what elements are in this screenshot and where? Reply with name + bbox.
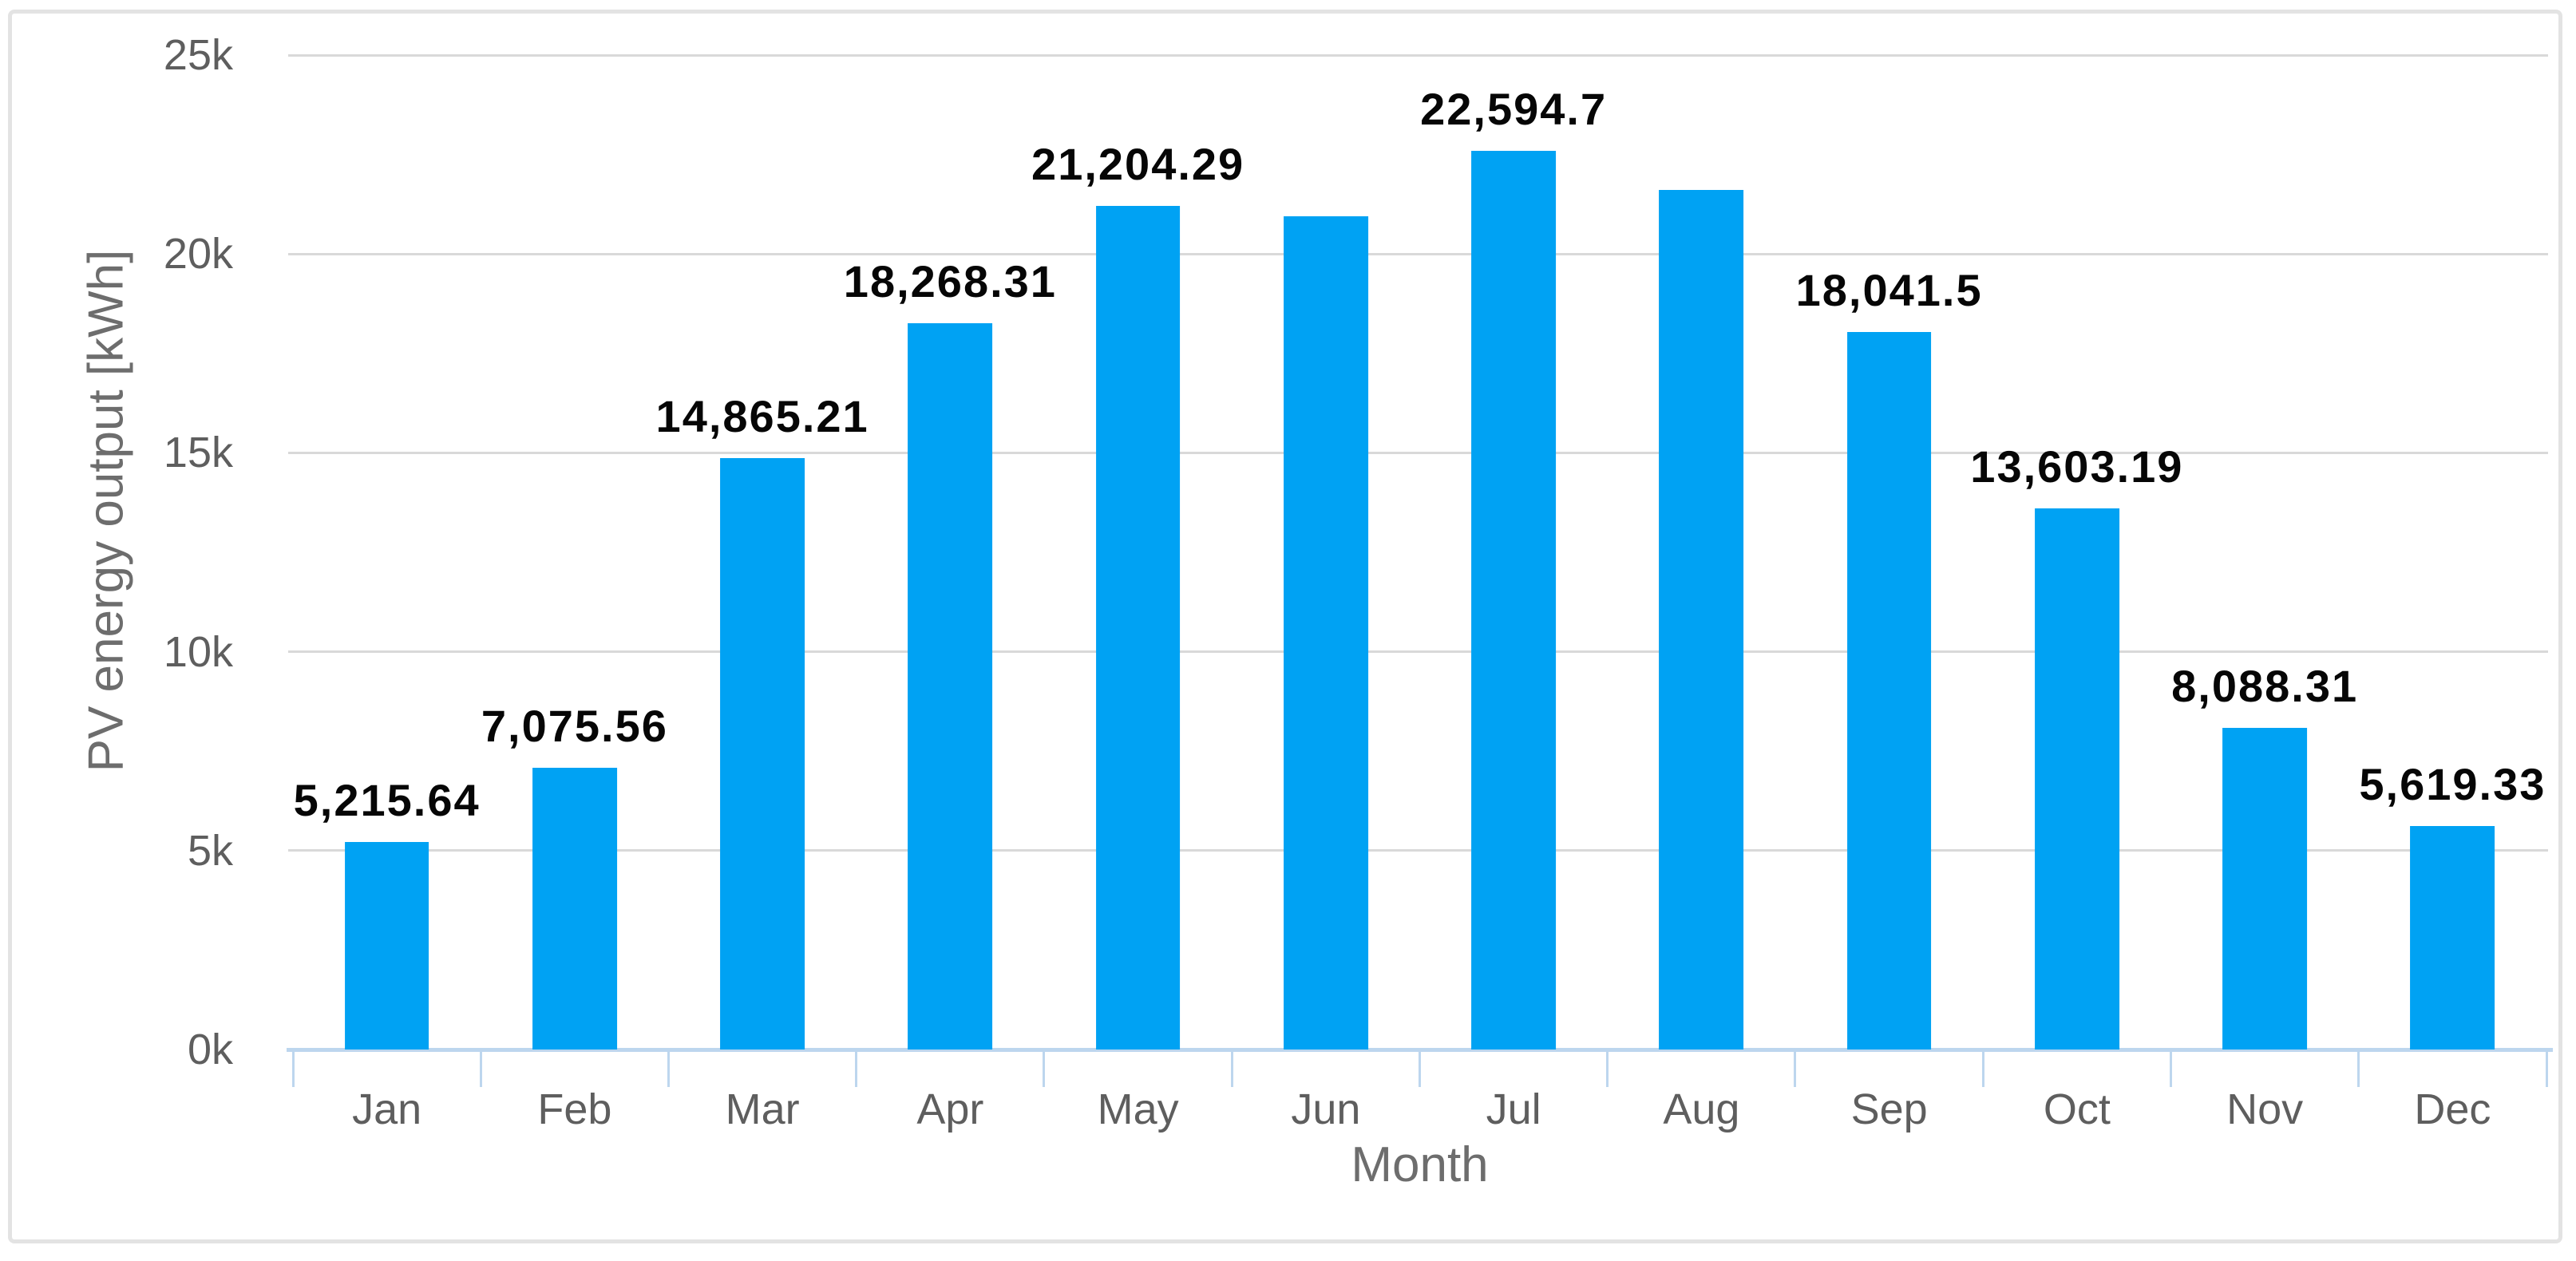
x-tick-label-apr: Apr bbox=[916, 1085, 984, 1133]
x-axis-tick bbox=[2545, 1052, 2548, 1087]
gridline-20k bbox=[288, 252, 2548, 255]
category-slot-apr: 18,268.31 Apr bbox=[844, 55, 1055, 1133]
x-tick-label-nov: Nov bbox=[2226, 1085, 2304, 1133]
bar-sep[interactable] bbox=[1846, 331, 1932, 1050]
x-axis-tick bbox=[1606, 1052, 1609, 1087]
x-axis-tick bbox=[1043, 1052, 1046, 1087]
category-slot-jun: Jun bbox=[1232, 55, 1419, 1133]
bar-jul[interactable] bbox=[1471, 150, 1557, 1050]
x-tick-label-jun: Jun bbox=[1291, 1085, 1361, 1133]
x-tick-label-aug: Aug bbox=[1663, 1085, 1740, 1133]
bar-value-label-may: 21,204.29 bbox=[1031, 139, 1245, 190]
bar-apr[interactable] bbox=[908, 322, 993, 1050]
bar-jan[interactable] bbox=[344, 842, 429, 1050]
gridline-10k bbox=[288, 650, 2548, 654]
x-axis-tick bbox=[1419, 1052, 1421, 1087]
bar-mar[interactable] bbox=[720, 458, 805, 1050]
bar-value-label-jul: 22,594.7 bbox=[1420, 83, 1608, 134]
x-axis-line bbox=[287, 1048, 2553, 1052]
y-tick-label-5k: 5k bbox=[187, 826, 233, 875]
bar-oct[interactable] bbox=[2034, 508, 2119, 1050]
bar-value-label-jan: 5,215.64 bbox=[293, 775, 481, 826]
y-tick-label-15k: 15k bbox=[163, 429, 233, 477]
x-tick-label-jul: Jul bbox=[1486, 1085, 1541, 1133]
category-slot-nov: 8,088.31 Nov bbox=[2171, 55, 2359, 1133]
x-tick-label-mar: Mar bbox=[725, 1085, 800, 1133]
y-tick-label-10k: 10k bbox=[163, 627, 233, 676]
bar-value-label-apr: 18,268.31 bbox=[843, 255, 1057, 306]
x-tick-label-oct: Oct bbox=[2043, 1085, 2111, 1133]
category-slot-may: 21,204.29 May bbox=[1031, 55, 1243, 1133]
category-slot-sep: 18,041.5 Sep bbox=[1795, 55, 1983, 1133]
bar-value-label-sep: 18,041.5 bbox=[1795, 264, 1983, 315]
y-tick-label-0k: 0k bbox=[187, 1026, 233, 1073]
y-tick-label-20k: 20k bbox=[163, 230, 233, 279]
y-tick-label-25k: 25k bbox=[163, 31, 233, 79]
x-axis-tick bbox=[1981, 1052, 1984, 1087]
category-slot-aug: Aug bbox=[1608, 55, 1795, 1133]
bar-feb[interactable] bbox=[532, 768, 617, 1050]
x-tick-label-jan: Jan bbox=[352, 1085, 422, 1133]
y-axis-title: PV energy output [kWh] bbox=[78, 249, 134, 773]
category-slot-mar: 14,865.21 Mar bbox=[656, 55, 868, 1133]
x-axis-tick bbox=[667, 1052, 670, 1087]
x-tick-label-sep: Sep bbox=[1850, 1085, 1928, 1133]
x-axis-tick bbox=[855, 1052, 858, 1087]
x-axis-tick bbox=[2357, 1052, 2360, 1087]
category-slot-jul: 22,594.7 Jul bbox=[1420, 55, 1608, 1133]
plot-area: 5,215.64 Jan 7,075.56 Feb 14,865.21 Mar 18,268… bbox=[287, 53, 2553, 1133]
x-tick-label-dec: Dec bbox=[2414, 1085, 2491, 1133]
bar-may[interactable] bbox=[1095, 206, 1181, 1050]
category-slot-oct: 13,603.19 Oct bbox=[1970, 55, 2182, 1133]
bar-value-label-feb: 7,075.56 bbox=[481, 701, 668, 752]
bar-value-label-mar: 14,865.21 bbox=[655, 391, 869, 442]
gridline-25k bbox=[288, 53, 2548, 57]
x-axis-tick bbox=[1794, 1052, 1797, 1087]
bar-nov[interactable] bbox=[2222, 727, 2308, 1050]
category-slot-feb: 7,075.56 Feb bbox=[481, 55, 668, 1133]
gridline-5k bbox=[288, 849, 2548, 852]
bar-aug[interactable] bbox=[1659, 190, 1744, 1050]
x-tick-label-feb: Feb bbox=[537, 1085, 612, 1133]
x-axis-tick bbox=[479, 1052, 482, 1087]
x-axis-title: Month bbox=[1351, 1137, 1489, 1192]
gridline-15k bbox=[288, 451, 2548, 454]
x-axis-tick bbox=[2170, 1052, 2172, 1087]
bar-dec[interactable] bbox=[2410, 825, 2495, 1050]
bar-value-label-nov: 8,088.31 bbox=[2171, 660, 2359, 711]
x-tick-label-may: May bbox=[1097, 1085, 1179, 1133]
x-axis-tick bbox=[291, 1052, 295, 1087]
bars-row: 5,215.64 Jan 7,075.56 Feb 14,865.21 Mar 18,268… bbox=[293, 55, 2546, 1133]
bar-value-label-oct: 13,603.19 bbox=[1970, 441, 2184, 492]
x-axis-tick bbox=[1230, 1052, 1233, 1087]
category-slot-dec: 5,619.33 Dec bbox=[2359, 55, 2546, 1133]
bar-jun[interactable] bbox=[1283, 215, 1368, 1050]
category-slot-jan: 5,215.64 Jan bbox=[293, 55, 481, 1133]
bar-value-label-dec: 5,619.33 bbox=[2359, 758, 2546, 809]
